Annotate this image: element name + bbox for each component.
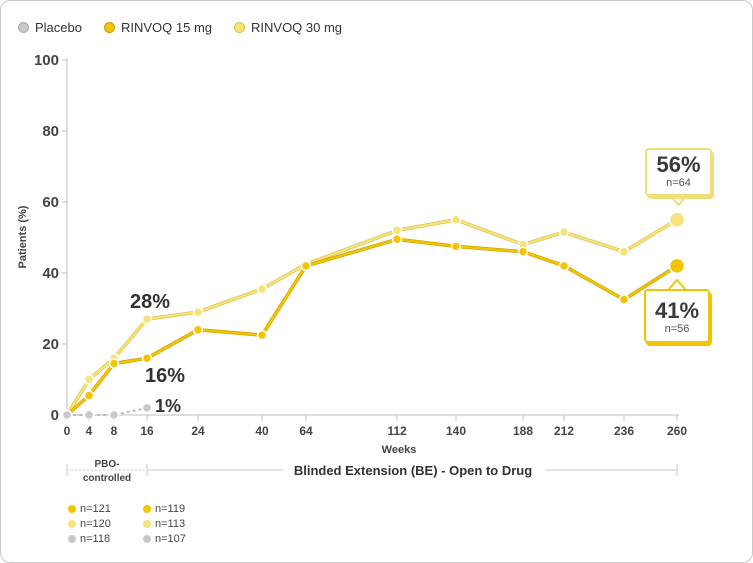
n-count-text: n=121: [80, 502, 111, 515]
data-point: [558, 226, 570, 238]
data-point: [83, 409, 95, 421]
legend-item-rinvoq-30: RINVOQ 30 mg: [234, 20, 342, 35]
series-line-fill: [66, 238, 678, 416]
y-tick-label: 20: [42, 336, 59, 353]
data-label: 1%: [155, 396, 181, 416]
data-point: [83, 390, 95, 401]
data-point: [108, 358, 120, 369]
legend-item-placebo: Placebo: [18, 20, 82, 35]
data-point: [668, 211, 686, 228]
y-tick-label: 60: [42, 194, 59, 211]
legend-label-rinvoq-15: RINVOQ 15 mg: [120, 20, 213, 35]
x-tick-label: 112: [387, 424, 407, 438]
n-count-row: n=113: [143, 516, 186, 531]
n-count-dot: [143, 519, 151, 528]
n-count-list-left: n=121 n=120 n=118: [68, 501, 111, 546]
y-tick-label: 0: [51, 407, 59, 424]
legend-swatch-rinvoq-30: [234, 22, 246, 33]
n-count-dot: [143, 504, 151, 513]
data-point: [517, 246, 529, 257]
data-point: [192, 306, 204, 318]
data-point: [450, 214, 462, 225]
x-tick-label: 0: [64, 424, 71, 438]
x-tick-label: 212: [554, 424, 574, 438]
x-tick-label: 4: [86, 424, 93, 438]
n-count-dot: [143, 534, 151, 543]
legend-item-rinvoq-15: RINVOQ 15 mg: [103, 20, 213, 35]
data-point: [391, 234, 403, 245]
data-point: [391, 225, 403, 236]
x-tick-label: 188: [513, 424, 533, 438]
n-count-row: n=119: [143, 501, 186, 516]
data-point: [668, 257, 686, 275]
period-label-be: Blinded Extension (BE) - Open to Drug: [294, 463, 532, 478]
data-point: [141, 402, 153, 414]
x-tick-label: 64: [299, 424, 313, 438]
y-axis-title: Patients (%): [17, 205, 29, 268]
data-point: [450, 241, 462, 252]
n-count-list-right: n=119 n=113 n=107: [143, 501, 186, 546]
series-line-rinvoq-15-mg: [65, 237, 678, 417]
n-count-dot: [68, 504, 76, 513]
data-point: [83, 374, 95, 385]
n-count-text: n=107: [155, 532, 186, 545]
data-label: 28%: [130, 291, 170, 313]
data-label: 16%: [145, 365, 185, 387]
x-tick-label: 140: [446, 424, 466, 438]
n-count-row: n=121: [68, 501, 111, 516]
data-point: [618, 246, 630, 257]
callout-pointer: [669, 195, 688, 207]
data-point: [256, 283, 268, 295]
data-point: [192, 324, 204, 336]
callout-n: n=64: [666, 177, 691, 189]
x-tick-label: 260: [667, 424, 687, 438]
y-tick-label: 100: [34, 52, 59, 69]
n-count-row: n=120: [68, 516, 111, 531]
x-tick-label: 236: [614, 424, 634, 438]
callout-rinvoq-15: 41% n=56: [644, 289, 710, 343]
x-axis-title: Weeks: [382, 444, 417, 456]
callout-pointer: [668, 278, 686, 290]
period-label-bg: [283, 461, 545, 479]
x-tick-label: 16: [140, 424, 154, 438]
legend-swatch-placebo: [18, 22, 29, 33]
legend: Placebo RINVOQ 15 mg RINVOQ 30 mg: [18, 20, 342, 35]
period-label-pbo-line2: controlled: [83, 473, 131, 484]
legend-swatch-rinvoq-15: [103, 22, 115, 33]
data-point: [558, 260, 570, 272]
series-line-placebo: [67, 406, 148, 416]
data-point: [618, 294, 630, 305]
data-point: [256, 329, 268, 341]
callout-rinvoq-30: 56% n=64: [645, 148, 712, 196]
data-point: [61, 409, 73, 421]
x-tick-label: 24: [191, 424, 205, 438]
x-tick-label: 40: [255, 424, 269, 438]
callout-n: n=56: [664, 323, 690, 335]
n-count-text: n=113: [155, 517, 186, 530]
data-point: [141, 352, 153, 364]
callout-percent: 56%: [656, 152, 701, 177]
n-count-row: n=107: [143, 531, 186, 546]
legend-label-placebo: Placebo: [35, 20, 82, 35]
period-label-pbo: PBO-: [95, 459, 120, 470]
data-point: [141, 313, 153, 325]
n-count-dot: [68, 519, 76, 528]
data-point: [108, 409, 120, 421]
y-tick-label: 80: [42, 123, 59, 140]
data-point: [300, 260, 312, 272]
n-count-row: n=118: [68, 531, 111, 546]
n-count-text: n=120: [80, 517, 111, 530]
callout-percent: 41%: [654, 298, 700, 323]
x-tick-label: 8: [111, 424, 118, 438]
n-count-text: n=118: [80, 532, 111, 545]
y-tick-label: 40: [42, 265, 59, 282]
n-count-dot: [68, 534, 76, 543]
n-count-text: n=119: [155, 502, 186, 515]
legend-label-rinvoq-30: RINVOQ 30 mg: [251, 20, 343, 35]
